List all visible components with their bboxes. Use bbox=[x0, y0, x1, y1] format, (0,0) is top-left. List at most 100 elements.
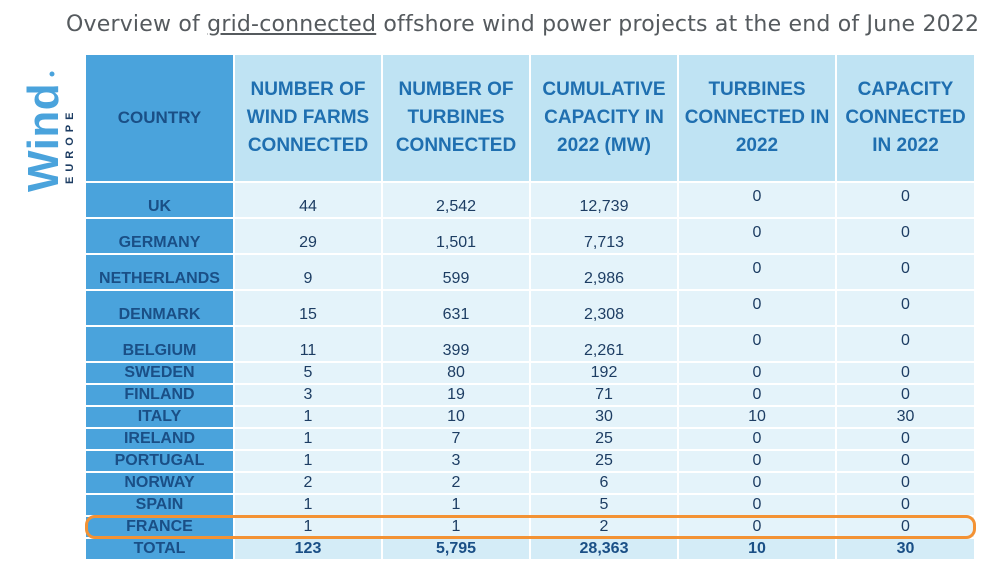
cumulative-capacity-cell: 2,308 bbox=[529, 289, 679, 327]
turbines-2022-cell: 0 bbox=[677, 493, 837, 517]
capacity-2022-cell: 30 bbox=[835, 405, 976, 429]
wind-farms-cell: 9 bbox=[233, 253, 383, 291]
total-row: TOTAL 123 5,795 28,363 10 30 bbox=[84, 537, 976, 561]
country-cell: SWEDEN bbox=[84, 361, 235, 385]
table-row: GERMANY 29 1,501 7,713 0 0 bbox=[84, 217, 976, 255]
total-label-cell: TOTAL bbox=[84, 537, 235, 561]
title-underlined: grid-connected bbox=[207, 12, 377, 37]
turbines-cell: 3 bbox=[381, 449, 531, 473]
country-cell: UK bbox=[84, 181, 235, 219]
wind-farms-cell: 1 bbox=[233, 515, 383, 539]
capacity-2022-cell: 0 bbox=[835, 181, 976, 219]
country-cell: FRANCE bbox=[84, 515, 235, 539]
table-row: SPAIN 1 1 5 0 0 bbox=[84, 493, 976, 517]
capacity-2022-cell: 0 bbox=[835, 361, 976, 385]
offshore-wind-table: COUNTRY NUMBER OF WIND FARMS CONNECTED N… bbox=[84, 53, 976, 561]
cumulative-capacity-cell: 30 bbox=[529, 405, 679, 429]
cumulative-capacity-cell: 2 bbox=[529, 515, 679, 539]
turbines-cell: 1,501 bbox=[381, 217, 531, 255]
header-wind-farms: NUMBER OF WIND FARMS CONNECTED bbox=[233, 53, 383, 183]
capacity-2022-cell: 0 bbox=[835, 493, 976, 517]
turbines-2022-cell: 0 bbox=[677, 449, 837, 473]
turbines-2022-cell: 0 bbox=[677, 181, 837, 219]
cumulative-capacity-cell: 25 bbox=[529, 427, 679, 451]
country-cell: ITALY bbox=[84, 405, 235, 429]
total-turbines-2022-cell: 10 bbox=[677, 537, 837, 561]
header-turbines-2022: TURBINES CONNECTED IN 2022 bbox=[677, 53, 837, 183]
capacity-2022-cell: 0 bbox=[835, 427, 976, 451]
total-capacity-2022-cell: 30 bbox=[835, 537, 976, 561]
table-row: SWEDEN 5 80 192 0 0 bbox=[84, 361, 976, 385]
cumulative-capacity-cell: 5 bbox=[529, 493, 679, 517]
turbines-cell: 631 bbox=[381, 289, 531, 327]
turbines-cell: 599 bbox=[381, 253, 531, 291]
turbines-cell: 10 bbox=[381, 405, 531, 429]
capacity-2022-cell: 0 bbox=[835, 383, 976, 407]
logo-wordmark: Wind bbox=[19, 83, 68, 192]
cumulative-capacity-cell: 2,986 bbox=[529, 253, 679, 291]
country-cell: NORWAY bbox=[84, 471, 235, 495]
turbines-cell: 2,542 bbox=[381, 181, 531, 219]
table-row: BELGIUM 11 399 2,261 0 0 bbox=[84, 325, 976, 363]
table-row: IRELAND 1 7 25 0 0 bbox=[84, 427, 976, 451]
header-capacity-2022: CAPACITY CONNECTED IN 2022 bbox=[835, 53, 976, 183]
capacity-2022-cell: 0 bbox=[835, 217, 976, 255]
country-cell: BELGIUM bbox=[84, 325, 235, 363]
wind-farms-cell: 5 bbox=[233, 361, 383, 385]
total-wind-farms-cell: 123 bbox=[233, 537, 383, 561]
turbines-cell: 2 bbox=[381, 471, 531, 495]
title-suffix: offshore wind power projects at the end … bbox=[376, 12, 980, 37]
wind-farms-cell: 2 bbox=[233, 471, 383, 495]
logo-dot-icon bbox=[49, 71, 55, 77]
header-cumulative-capacity: CUMULATIVE CAPACITY IN 2022 (MW) bbox=[529, 53, 679, 183]
turbines-cell: 7 bbox=[381, 427, 531, 451]
cumulative-capacity-cell: 71 bbox=[529, 383, 679, 407]
wind-farms-cell: 29 bbox=[233, 217, 383, 255]
capacity-2022-cell: 0 bbox=[835, 449, 976, 473]
turbines-cell: 399 bbox=[381, 325, 531, 363]
cumulative-capacity-cell: 12,739 bbox=[529, 181, 679, 219]
table-row: PORTUGAL 1 3 25 0 0 bbox=[84, 449, 976, 473]
table-row: ITALY 1 10 30 10 30 bbox=[84, 405, 976, 429]
turbines-2022-cell: 10 bbox=[677, 405, 837, 429]
wind-farms-cell: 1 bbox=[233, 427, 383, 451]
header-turbines: NUMBER OF TURBINES CONNECTED bbox=[381, 53, 531, 183]
turbines-2022-cell: 0 bbox=[677, 427, 837, 451]
wind-farms-cell: 3 bbox=[233, 383, 383, 407]
capacity-2022-cell: 0 bbox=[835, 515, 976, 539]
logo-sub: EUROPE bbox=[64, 108, 76, 184]
turbines-2022-cell: 0 bbox=[677, 289, 837, 327]
windeurope-logo: Wind EUROPE bbox=[18, 70, 78, 200]
wind-farms-cell: 1 bbox=[233, 493, 383, 517]
cumulative-capacity-cell: 192 bbox=[529, 361, 679, 385]
turbines-2022-cell: 0 bbox=[677, 217, 837, 255]
wind-farms-cell: 1 bbox=[233, 405, 383, 429]
page-title: Overview of grid-connected offshore wind… bbox=[66, 12, 979, 37]
country-cell: FINLAND bbox=[84, 383, 235, 407]
table-row-highlighted: FRANCE 1 1 2 0 0 bbox=[84, 515, 976, 539]
country-cell: NETHERLANDS bbox=[84, 253, 235, 291]
turbines-cell: 19 bbox=[381, 383, 531, 407]
wind-farms-cell: 15 bbox=[233, 289, 383, 327]
turbines-2022-cell: 0 bbox=[677, 515, 837, 539]
country-cell: PORTUGAL bbox=[84, 449, 235, 473]
total-turbines-cell: 5,795 bbox=[381, 537, 531, 561]
cumulative-capacity-cell: 7,713 bbox=[529, 217, 679, 255]
turbines-2022-cell: 0 bbox=[677, 325, 837, 363]
table-row: DENMARK 15 631 2,308 0 0 bbox=[84, 289, 976, 327]
total-cumulative-capacity-cell: 28,363 bbox=[529, 537, 679, 561]
table-row: UK 44 2,542 12,739 0 0 bbox=[84, 181, 976, 219]
turbines-cell: 80 bbox=[381, 361, 531, 385]
title-prefix: Overview of bbox=[66, 12, 208, 37]
turbines-2022-cell: 0 bbox=[677, 361, 837, 385]
table-row: NETHERLANDS 9 599 2,986 0 0 bbox=[84, 253, 976, 291]
table-header-row: COUNTRY NUMBER OF WIND FARMS CONNECTED N… bbox=[84, 53, 976, 183]
country-cell: IRELAND bbox=[84, 427, 235, 451]
turbines-2022-cell: 0 bbox=[677, 471, 837, 495]
turbines-2022-cell: 0 bbox=[677, 383, 837, 407]
table-row: FINLAND 3 19 71 0 0 bbox=[84, 383, 976, 407]
cumulative-capacity-cell: 6 bbox=[529, 471, 679, 495]
turbines-cell: 1 bbox=[381, 493, 531, 517]
country-cell: GERMANY bbox=[84, 217, 235, 255]
